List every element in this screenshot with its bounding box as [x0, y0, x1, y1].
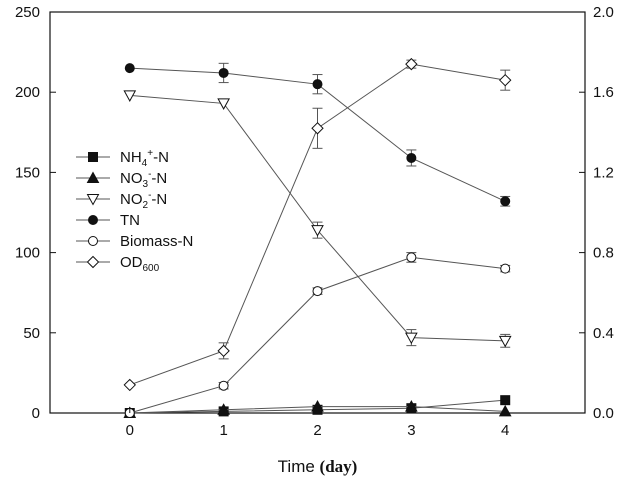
legend-item-biomass-n: Biomass-N — [76, 233, 193, 250]
data-point-no2-n — [498, 335, 512, 348]
y-left-tick-label: 200 — [15, 84, 40, 101]
legend-marker — [86, 255, 100, 269]
legend-label: NO2--N — [120, 190, 167, 211]
data-point-nh4-n — [500, 395, 511, 406]
x-axis-title: Time (day) — [278, 457, 358, 476]
data-point-od600 — [499, 73, 512, 87]
x-tick-label: 2 — [313, 422, 321, 439]
y-right-tick-label: 1.2 — [593, 164, 614, 181]
legend-marker — [88, 215, 98, 225]
y-left-tick-label: 250 — [15, 4, 40, 21]
legend-label: NH4+-N — [120, 148, 169, 169]
x-tick-label: 4 — [501, 422, 509, 439]
y-right-tick-label: 1.6 — [593, 84, 614, 101]
data-point-tn — [406, 152, 417, 163]
y-left-tick-label: 100 — [15, 245, 40, 262]
y-left-tick-label: 150 — [15, 164, 40, 181]
legend-label: Biomass-N — [120, 233, 193, 250]
legend-label: TN — [120, 212, 140, 229]
axes-layer: 0 1 2 3 4 0 50 100 150 200 250 0.0 0.4 0.8 1.2 1.6 2.0 — [15, 4, 614, 439]
legend-marker — [86, 194, 100, 206]
series-biomass-n — [124, 252, 511, 418]
x-axis-title-main: Time — [278, 457, 320, 476]
y-right-tick-label: 0.0 — [593, 405, 614, 422]
data-point-no2-n — [217, 98, 230, 110]
x-axis-title-unit: (day) — [320, 457, 358, 476]
y-right-tick-label: 2.0 — [593, 4, 614, 21]
data-point-tn — [124, 63, 135, 74]
series-od600 — [123, 57, 512, 392]
y-left-tick-label: 50 — [23, 325, 40, 342]
legend-marker — [88, 236, 98, 246]
y-right-tick-label: 0.8 — [593, 245, 614, 262]
data-point-tn — [312, 79, 323, 90]
y-left-tick-label: 0 — [32, 405, 40, 422]
x-tick-label: 3 — [407, 422, 415, 439]
series-layer — [123, 57, 512, 418]
series-no2-n — [123, 90, 512, 348]
legend-item-tn: TN — [76, 212, 140, 229]
data-point-biomass-n — [406, 252, 417, 263]
series-tn — [124, 62, 511, 207]
legend-item-no3-n: NO3--N — [76, 169, 167, 190]
legend-marker — [86, 171, 100, 183]
data-point-biomass-n — [500, 263, 511, 274]
x-tick-label: 0 — [126, 422, 134, 439]
data-point-no2-n — [123, 90, 137, 102]
data-point-od600 — [217, 344, 230, 358]
data-point-biomass-n — [312, 286, 323, 297]
data-point-tn — [500, 196, 511, 207]
data-point-od600 — [405, 57, 418, 71]
data-point-no2-n — [405, 332, 418, 345]
legend-item-nh4-n: NH4+-N — [76, 148, 169, 169]
series-line-biomass-n — [129, 256, 506, 414]
data-point-od600 — [123, 378, 136, 392]
legend-label: OD600 — [120, 254, 160, 274]
data-point-no2-n — [311, 225, 324, 237]
legend-item-od600: OD600 — [76, 254, 160, 274]
data-point-tn — [218, 67, 229, 78]
data-point-biomass-n — [218, 380, 229, 391]
legend-label: NO3--N — [120, 169, 167, 190]
y-right-tick-label: 0.4 — [593, 325, 614, 342]
legend-item-no2-n: NO2--N — [76, 190, 167, 211]
legend-marker — [88, 152, 98, 162]
data-point-od600 — [311, 122, 324, 135]
x-tick-label: 1 — [219, 422, 227, 439]
